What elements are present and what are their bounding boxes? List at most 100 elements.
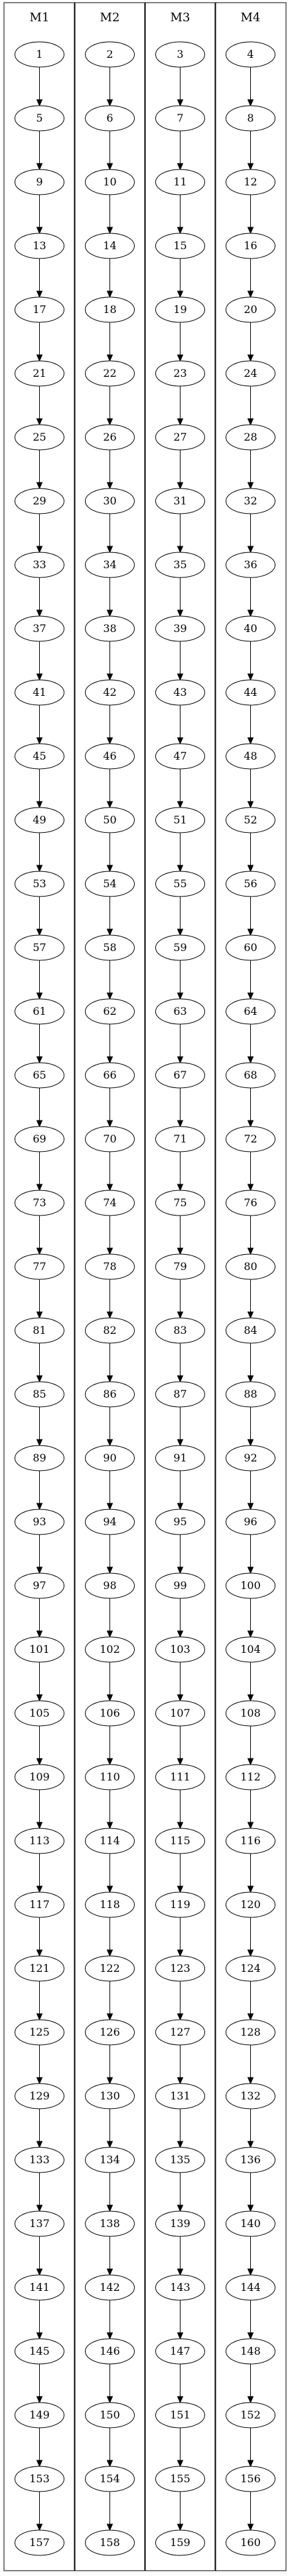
node: 111 [155,1764,205,1790]
node-ellipse [155,41,205,68]
edge-arrowhead [177,1184,184,1192]
cluster-box [214,2,287,2571]
edge [247,1279,254,1319]
node-label: 51 [173,813,186,826]
edge [177,2045,184,2085]
edge [106,2109,113,2149]
edge [247,1662,254,1702]
edge [36,1854,43,1893]
node-label: 83 [173,1324,186,1337]
node-ellipse [226,1891,275,1918]
edge-arrowhead [36,1184,43,1192]
edge-arrowhead [106,2204,113,2212]
node-ellipse [226,2019,275,2046]
node-label: 154 [100,2472,120,2485]
edge [106,769,113,809]
node-label: 108 [240,1707,261,1719]
node: 36 [226,552,275,578]
edge [36,897,43,936]
node: 71 [155,1126,205,1152]
node-label: 114 [100,1834,120,1847]
edge [106,386,113,426]
node-ellipse [155,1190,205,1216]
node-label: 142 [100,2281,120,2294]
node: 125 [15,2019,64,2046]
node: 86 [85,1381,135,1408]
edge [36,578,43,617]
node-ellipse [15,1636,64,1663]
node-ellipse [15,1445,64,1471]
node: 129 [15,2083,64,2109]
node: 94 [85,1509,135,1535]
node-label: 113 [29,1834,50,1847]
node-ellipse [226,1445,275,1471]
edge-arrowhead [247,1120,254,1128]
edge [106,450,113,490]
edge [36,1917,43,1957]
node-label: 22 [103,367,116,379]
node: 28 [226,424,275,451]
node-ellipse [226,233,275,259]
node: 83 [155,1317,205,1344]
node: 62 [85,998,135,1025]
node: 87 [155,1381,205,1408]
node-label: 141 [29,2281,50,2294]
node-ellipse [155,1891,205,1918]
node-label: 77 [33,1260,46,1273]
node-ellipse [15,1062,64,1089]
edge-arrowhead [36,354,43,362]
edge-arrowhead [106,163,113,171]
edge [177,514,184,554]
node-ellipse [155,1572,205,1599]
edge-arrowhead [106,928,113,936]
node: 103 [155,1636,205,1663]
edge [106,1981,113,2021]
node: 109 [15,1764,64,1790]
node-ellipse [155,2466,205,2492]
node-ellipse [15,2210,64,2237]
edge-arrowhead [177,2396,184,2404]
node-label: 156 [240,2472,261,2485]
node-ellipse [15,169,64,195]
node-ellipse [226,2466,275,2492]
edge-arrowhead [177,928,184,936]
node-ellipse [85,1317,135,1344]
edge [247,2236,254,2276]
node-label: 68 [244,1069,257,1081]
node-label: 78 [103,1260,116,1273]
node-label: 152 [240,2409,261,2421]
node-label: 31 [173,494,186,507]
node-label: 4 [247,48,254,60]
edge [247,578,254,617]
node: 16 [226,233,275,259]
node-label: 98 [103,1579,116,1592]
node: 54 [85,871,135,897]
edge-arrowhead [36,2141,43,2149]
edge [177,1598,184,1638]
node-label: 87 [173,1388,186,1400]
edge-arrowhead [247,1247,254,1255]
edge-arrowhead [247,1758,254,1766]
edge-arrowhead [36,2013,43,2021]
cluster-m1: M1 1 5 9 13 17 21 25 29 33 37 41 45 49 53 57 61 65 69 73 77 8… [3,2,76,2571]
edge-arrowhead [177,418,184,426]
node-label: 107 [170,1707,190,1719]
node-ellipse [226,424,275,451]
node-ellipse [155,1636,205,1663]
node: 85 [15,1381,64,1408]
edge [106,2364,113,2404]
node-label: 62 [103,1005,116,1018]
edge [106,195,113,235]
edge-arrowhead [106,227,113,235]
node-ellipse [15,2019,64,2046]
edge-arrowhead [247,1311,254,1319]
edge-arrowhead [247,2141,254,2149]
node-label: 74 [103,1196,116,1209]
node-label: 14 [103,239,116,252]
node-ellipse [155,679,205,706]
node-label: 30 [103,494,116,507]
node-label: 17 [33,303,46,316]
node-label: 3 [177,48,183,60]
node-ellipse [155,1317,205,1344]
node-ellipse [155,1828,205,1854]
